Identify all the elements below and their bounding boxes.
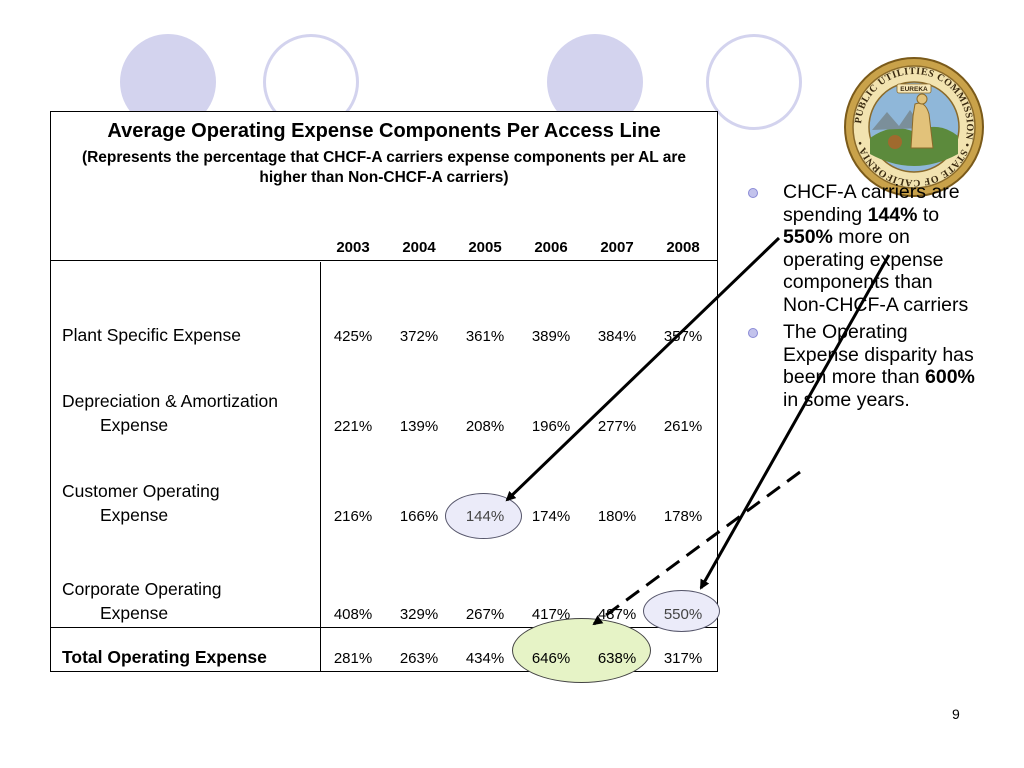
row-label-plant-specific: Plant Specific Expense [62,325,241,345]
total-cell-highlighted: 638% [597,650,637,667]
bullet-item: The Operating Expense disparity has been… [744,321,976,411]
table-cell: 408% [333,606,373,623]
table-cell: 166% [399,508,439,525]
table-cell: 389% [531,328,571,345]
highlight-646-638-ellipse [512,618,651,683]
bullet-dot-icon [748,328,758,338]
year-header: 2004 [402,239,436,256]
table-cell: 384% [597,328,637,345]
table-cell: 361% [465,328,505,345]
year-header: 2006 [534,239,568,256]
highlight-144-ellipse [445,493,522,539]
bullet-dot-icon [748,188,758,198]
table-cell-highlighted: 550% [663,606,703,623]
row-label-corporate-operating: Corporate Operating Expense [62,579,222,623]
table-cell: 139% [399,418,439,435]
table-cell: 277% [597,418,637,435]
year-header: 2005 [468,239,502,256]
decor-circle-4 [706,34,802,130]
total-cell: 263% [399,650,439,667]
table-subtitle: (Represents the percentage that CHCF-A c… [81,149,687,186]
header-divider [51,260,717,261]
table-cell: 180% [597,508,637,525]
table-cell: 221% [333,418,373,435]
total-cell-highlighted: 646% [531,650,571,667]
total-cell: 434% [465,650,505,667]
table-title: Average Operating Expense Components Per… [107,120,661,142]
table-cell: 267% [465,606,505,623]
puc-seal-logo: EUREKA PUBLIC UTILITIES COMMISSION • STA… [844,57,984,197]
bullet-item: CHCF-A carriers are spending 144% to 550… [744,181,976,316]
table-cell: 196% [531,418,571,435]
page-number: 9 [952,706,960,722]
table-cell: 417% [531,606,571,623]
year-header: 2008 [666,239,700,256]
table-cell: 261% [663,418,703,435]
table-cell: 487% [597,606,637,623]
table-cell: 425% [333,328,373,345]
year-header: 2003 [336,239,370,256]
row-label-depreciation: Depreciation & Amortization Expense [62,391,278,435]
table-cell: 174% [531,508,571,525]
table-cell: 178% [663,508,703,525]
total-cell: 317% [663,650,703,667]
total-divider [51,627,717,628]
bullet-list: CHCF-A carriers are spending 144% to 550… [744,181,976,416]
row-label-customer-operating: Customer Operating Expense [62,481,220,525]
table-cell: 357% [663,328,703,345]
table-cell: 372% [399,328,439,345]
year-header: 2007 [600,239,634,256]
table-cell: 216% [333,508,373,525]
total-row-label: Total Operating Expense [62,647,267,667]
svg-text:EUREKA: EUREKA [900,86,928,93]
expense-table: Average Operating Expense Components Per… [50,111,720,683]
table-cell: 329% [399,606,439,623]
table-cell: 208% [465,418,505,435]
label-column-divider [320,262,321,671]
total-cell: 281% [333,650,373,667]
table-cell-highlighted: 144% [465,508,505,525]
